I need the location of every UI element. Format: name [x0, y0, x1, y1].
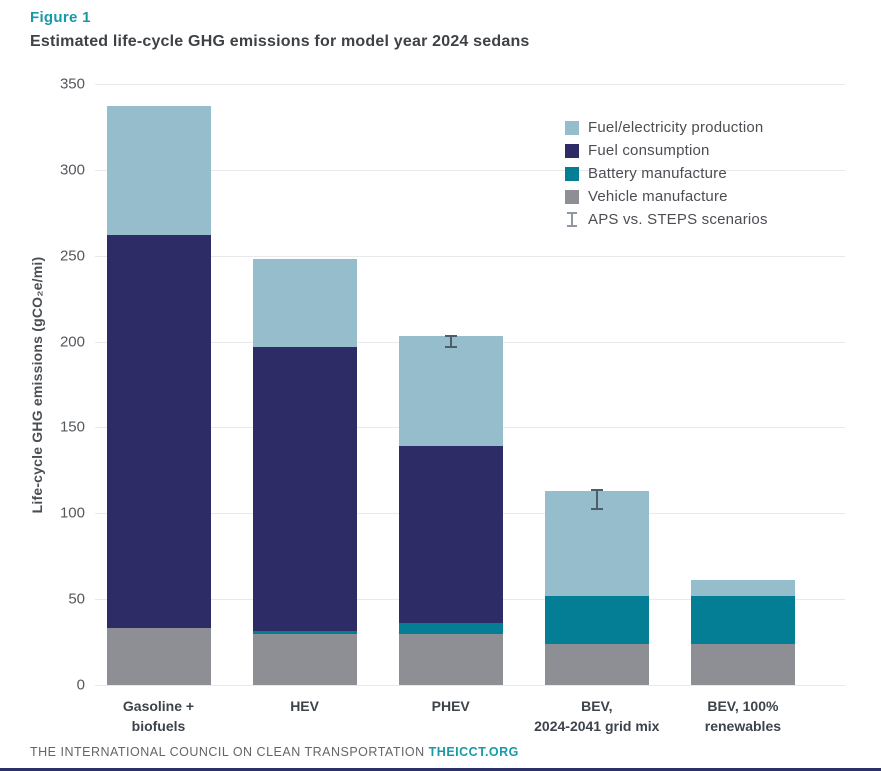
legend-item-fuel-electricity-production: Fuel/electricity production: [565, 116, 768, 139]
legend-label: Fuel/electricity production: [588, 119, 764, 136]
bar-segment-vehicle-manufacture: [398, 633, 503, 685]
legend-label: Fuel consumption: [588, 142, 710, 159]
y-tick-label-250: 250: [59, 247, 85, 265]
legend-label: APS vs. STEPS scenarios: [588, 211, 768, 228]
y-tick-label-0: 0: [76, 676, 85, 694]
bar-column-4: [690, 580, 795, 685]
bar-segment-fuel-consumption: [106, 235, 211, 629]
bar-segment-vehicle-manufacture: [544, 643, 649, 685]
x-axis-label-4: BEV, 100% renewables: [704, 698, 782, 734]
legend-swatch-icon: [565, 120, 579, 135]
legend-swatch-icon: [565, 143, 579, 158]
legend-swatch-icon: [565, 166, 579, 181]
footer-org-text: THE INTERNATIONAL COUNCIL ON CLEAN TRANS…: [30, 745, 425, 759]
legend-item-aps-vs-steps-scenarios: APS vs. STEPS scenarios: [565, 208, 768, 231]
bar-column-1: [252, 259, 357, 685]
error-bar-cap-bottom: [444, 346, 457, 349]
gridline-0: [95, 685, 845, 686]
bar-segment-fuel-electricity-production: [252, 259, 357, 347]
bar-segment-vehicle-manufacture: [252, 633, 357, 685]
bar-segment-fuel-electricity-production: [398, 336, 503, 447]
legend-label: Vehicle manufacture: [588, 188, 728, 205]
bar-segment-vehicle-manufacture: [106, 628, 211, 685]
gridline-300: [95, 169, 845, 171]
legend-errorbar-stem: [571, 212, 573, 227]
footer-site-link[interactable]: THEICCT.ORG: [428, 745, 519, 759]
y-tick-label-150: 150: [59, 418, 85, 436]
error-bar-stem: [449, 334, 452, 349]
plot-area: 0 50 100 150 200 250 300 350: [60, 76, 845, 694]
bar-segment-fuel-electricity-production: [690, 580, 795, 596]
bar-segment-battery-manufacture: [252, 630, 357, 634]
error-bar-aps-steps: [590, 489, 603, 510]
legend-item-battery-manufacture: Battery manufacture: [565, 162, 768, 185]
error-bar-aps-steps: [444, 334, 457, 349]
footer: THE INTERNATIONAL COUNCIL ON CLEAN TRANS…: [30, 745, 519, 759]
bar-column-0: [106, 106, 211, 685]
bar-segment-battery-manufacture: [544, 595, 649, 644]
legend-item-fuel-consumption: Fuel consumption: [565, 139, 768, 162]
x-axis-label-3: BEV, 2024-2041 grid mix: [534, 698, 660, 734]
legend-label: Battery manufacture: [588, 165, 727, 182]
bar-segment-vehicle-manufacture: [690, 643, 795, 685]
bar-segment-battery-manufacture: [690, 595, 795, 644]
y-axis-title: Life-cycle GHG emissions (gCO₂e/mi): [29, 256, 45, 514]
x-axis-label-1: HEV: [290, 698, 319, 714]
error-bar-stem: [595, 489, 598, 510]
legend-errorbar-icon: [567, 212, 577, 227]
legend-swatch-icon: [565, 189, 579, 204]
y-tick-label-350: 350: [59, 75, 85, 93]
legend-errorbar-cap-bottom: [567, 225, 577, 227]
error-bar-cap-bottom: [590, 507, 603, 510]
figure-title: Estimated life-cycle GHG emissions for m…: [30, 33, 530, 50]
gridline-350: [95, 84, 845, 85]
footer-rule: [0, 768, 881, 771]
bar-segment-battery-manufacture: [398, 623, 503, 634]
bar-segment-fuel-consumption: [252, 346, 357, 631]
bar-segment-fuel-consumption: [398, 446, 503, 624]
y-tick-label-300: 300: [59, 161, 85, 179]
legend-item-vehicle-manufacture: Vehicle manufacture: [565, 185, 768, 208]
bar-column-2: [398, 336, 503, 685]
y-tick-label-50: 50: [68, 590, 85, 608]
y-tick-label-100: 100: [59, 504, 85, 522]
figure-label: Figure 1: [30, 9, 91, 26]
x-axis-label-2: PHEV: [431, 698, 470, 714]
gridline-250: [95, 255, 845, 257]
bar-column-3: [544, 490, 649, 685]
chart-legend: Fuel/electricity production Fuel consumpt…: [565, 116, 768, 231]
y-tick-label-200: 200: [59, 333, 85, 351]
x-axis-label-0: Gasoline + biofuels: [122, 698, 195, 734]
bar-segment-fuel-electricity-production: [106, 106, 211, 236]
